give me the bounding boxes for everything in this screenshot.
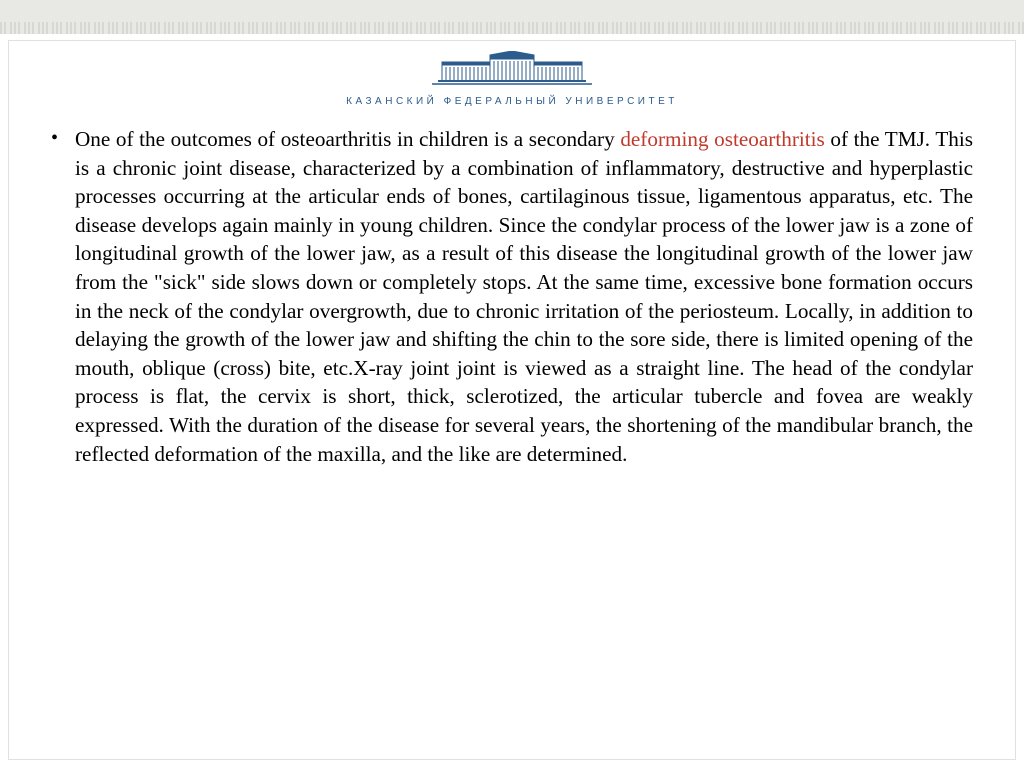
text-before-highlight: One of the outcomes of osteoarthritis in… (75, 127, 620, 151)
bullet-item: • One of the outcomes of osteoarthritis … (51, 125, 973, 468)
slide-content: • One of the outcomes of osteoarthritis … (9, 125, 1015, 468)
university-name: КАЗАНСКИЙ ФЕДЕРАЛЬНЫЙ УНИВЕРСИТЕТ (9, 96, 1015, 107)
bullet-marker: • (51, 125, 75, 152)
university-building-icon (412, 51, 612, 87)
greek-key-border (0, 22, 1024, 34)
text-after-highlight: of the TMJ. This is a chronic joint dise… (75, 127, 973, 466)
university-logo-block: КАЗАНСКИЙ ФЕДЕРАЛЬНЫЙ УНИВЕРСИТЕТ (9, 51, 1015, 107)
body-paragraph: One of the outcomes of osteoarthritis in… (75, 125, 973, 468)
highlight-term: deforming osteoarthritis (620, 127, 825, 151)
top-band (0, 0, 1024, 22)
slide-frame: КАЗАНСКИЙ ФЕДЕРАЛЬНЫЙ УНИВЕРСИТЕТ • One … (8, 40, 1016, 760)
